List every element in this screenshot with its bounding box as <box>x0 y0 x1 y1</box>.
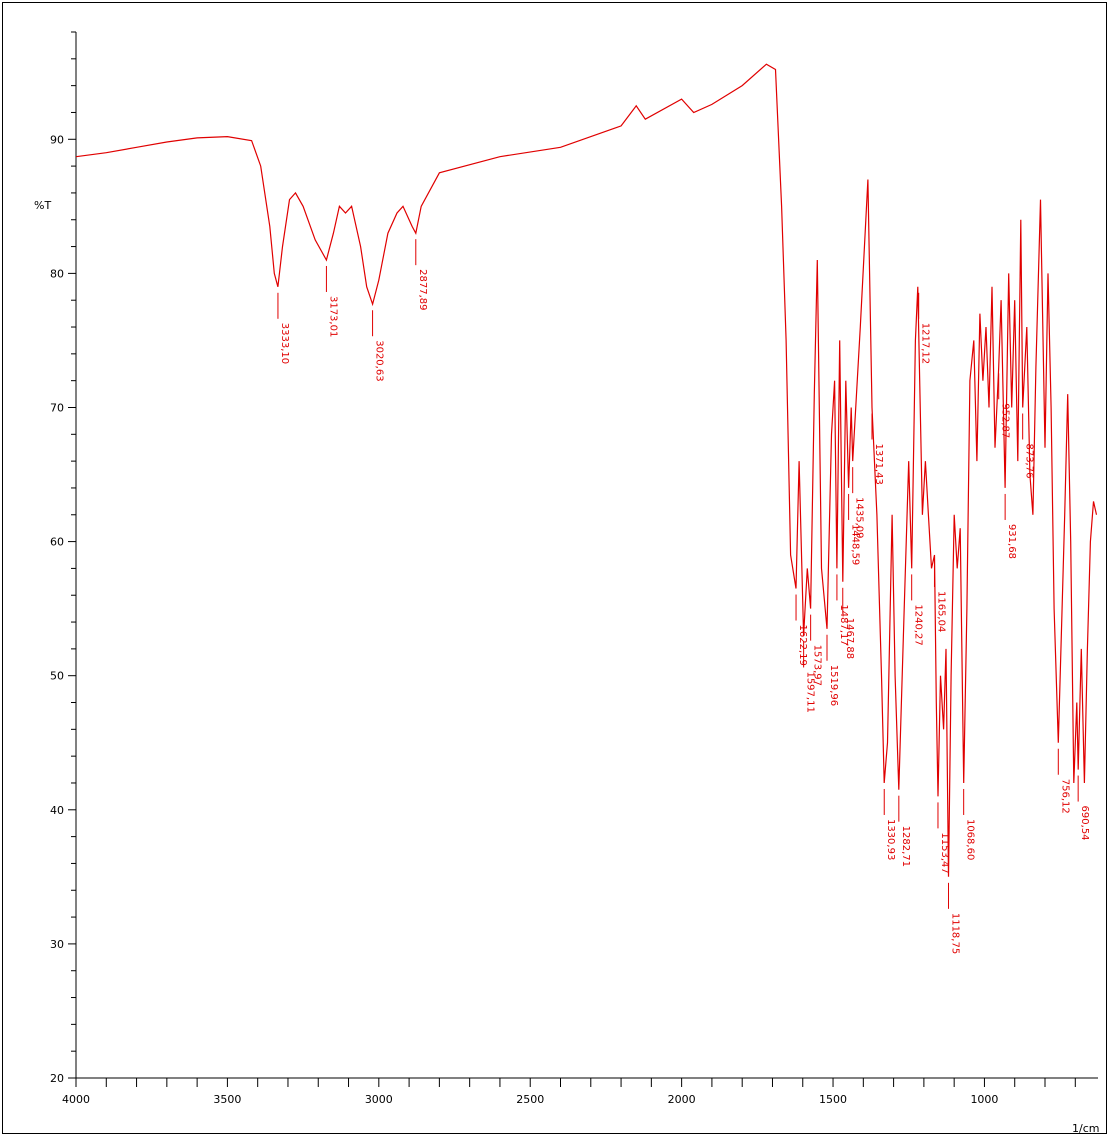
x-axis-label: 1/cm <box>1072 1122 1099 1135</box>
peak-label: 873,76 <box>1024 443 1035 478</box>
peak-label: 1487,17 <box>838 604 849 645</box>
peak-label: 1282,71 <box>900 826 911 867</box>
peak-label: 1622,19 <box>797 625 808 666</box>
spectrum-line <box>75 63 1098 877</box>
peak-label: 1217,12 <box>920 323 931 364</box>
peak-label: 952,87 <box>1000 403 1011 438</box>
peak-label: 3173,01 <box>327 296 338 337</box>
series-layer <box>75 63 1098 877</box>
x-tick-label: 2500 <box>516 1093 544 1106</box>
y-axis-label: %T <box>34 199 51 212</box>
peak-label: 3333,10 <box>279 323 290 364</box>
y-tick-label: 60 <box>50 536 64 549</box>
peak-label: 1435,09 <box>854 497 865 538</box>
peak-label: 1118,75 <box>949 913 960 954</box>
y-tick-label: 30 <box>50 938 64 951</box>
ticks: 20 30 40 50 60 70 80 90 4000 3500 3000 2500 2000 1500… <box>50 31 1076 1106</box>
peak-label: 1068,60 <box>965 819 976 860</box>
peak-label: 690,54 <box>1079 806 1090 841</box>
x-tick-label: 2000 <box>668 1093 696 1106</box>
x-tick-label: 1500 <box>819 1093 847 1106</box>
y-tick-label: 70 <box>50 401 64 414</box>
peak-label: 1573,97 <box>812 645 823 686</box>
y-tick-label: 80 <box>50 267 64 280</box>
peak-label: 1330,93 <box>885 819 896 860</box>
peak-label: 1240,27 <box>913 604 924 645</box>
y-tick-label: 50 <box>50 670 64 683</box>
x-tick-label: 4000 <box>62 1093 90 1106</box>
x-tick-label: 1000 <box>970 1093 998 1106</box>
peak-label: 1519,96 <box>828 665 839 706</box>
peak-label: 1467,88 <box>844 618 855 659</box>
y-tick-label: 90 <box>50 133 64 146</box>
peak-label: 2877,89 <box>417 269 428 310</box>
axes <box>75 32 1098 1079</box>
peak-label: 1448,59 <box>850 524 861 565</box>
peak-label: 1371,43 <box>873 443 884 484</box>
x-tick-label: 3500 <box>213 1093 241 1106</box>
peak-label: 931,68 <box>1006 524 1017 559</box>
x-tick-label: 3000 <box>365 1093 393 1106</box>
peak-label: 1597,11 <box>805 671 816 712</box>
peak-label: 756,12 <box>1059 779 1070 814</box>
peak-label: 3020,63 <box>374 340 385 381</box>
peak-labels: 3333,10 3173,01 3020,63 2877,89 1622,19 1597,… <box>277 239 1090 954</box>
y-tick-label: 20 <box>50 1072 64 1085</box>
peak-label: 1165,04 <box>935 591 946 632</box>
peak-label: 1153,47 <box>939 832 950 873</box>
y-tick-label: 40 <box>50 804 64 817</box>
